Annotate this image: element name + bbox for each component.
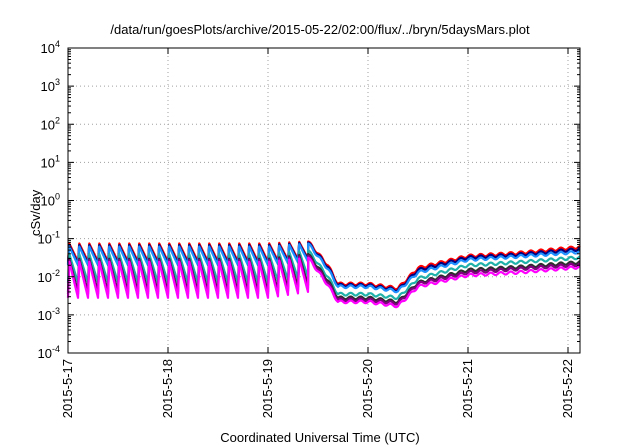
y-axis-label: cSv/day (28, 189, 43, 236)
chart-title: /data/run/goesPlots/archive/2015-05-22/0… (110, 22, 530, 37)
x-tick-label: 2015-5-22 (560, 359, 575, 418)
x-tick-label: 2015-5-19 (260, 359, 275, 418)
series-lines (66, 240, 581, 309)
x-tick-label: 2015-5-20 (360, 359, 375, 418)
x-axis-label: Coordinated Universal Time (UTC) (220, 430, 420, 445)
x-tick-label: 2015-5-17 (60, 359, 75, 418)
x-tick-label: 2015-5-21 (460, 359, 475, 418)
y-tick-label: 102 (41, 115, 60, 132)
grid-lines (68, 48, 580, 353)
series-line-7 (66, 256, 581, 309)
x-tick-label: 2015-5-18 (160, 359, 175, 418)
y-tick-label: 101 (41, 153, 60, 170)
y-tick-label: 10-2 (38, 268, 60, 285)
axis-ticks: 10-410-310-210-11001011021031042015-5-17… (38, 39, 580, 418)
y-tick-label: 104 (41, 39, 60, 56)
series-line-3 (66, 242, 581, 294)
series-line-4 (66, 249, 581, 300)
y-tick-label: 103 (41, 77, 60, 94)
y-tick-label: 10-3 (38, 306, 60, 323)
y-tick-label: 10-4 (38, 344, 60, 361)
